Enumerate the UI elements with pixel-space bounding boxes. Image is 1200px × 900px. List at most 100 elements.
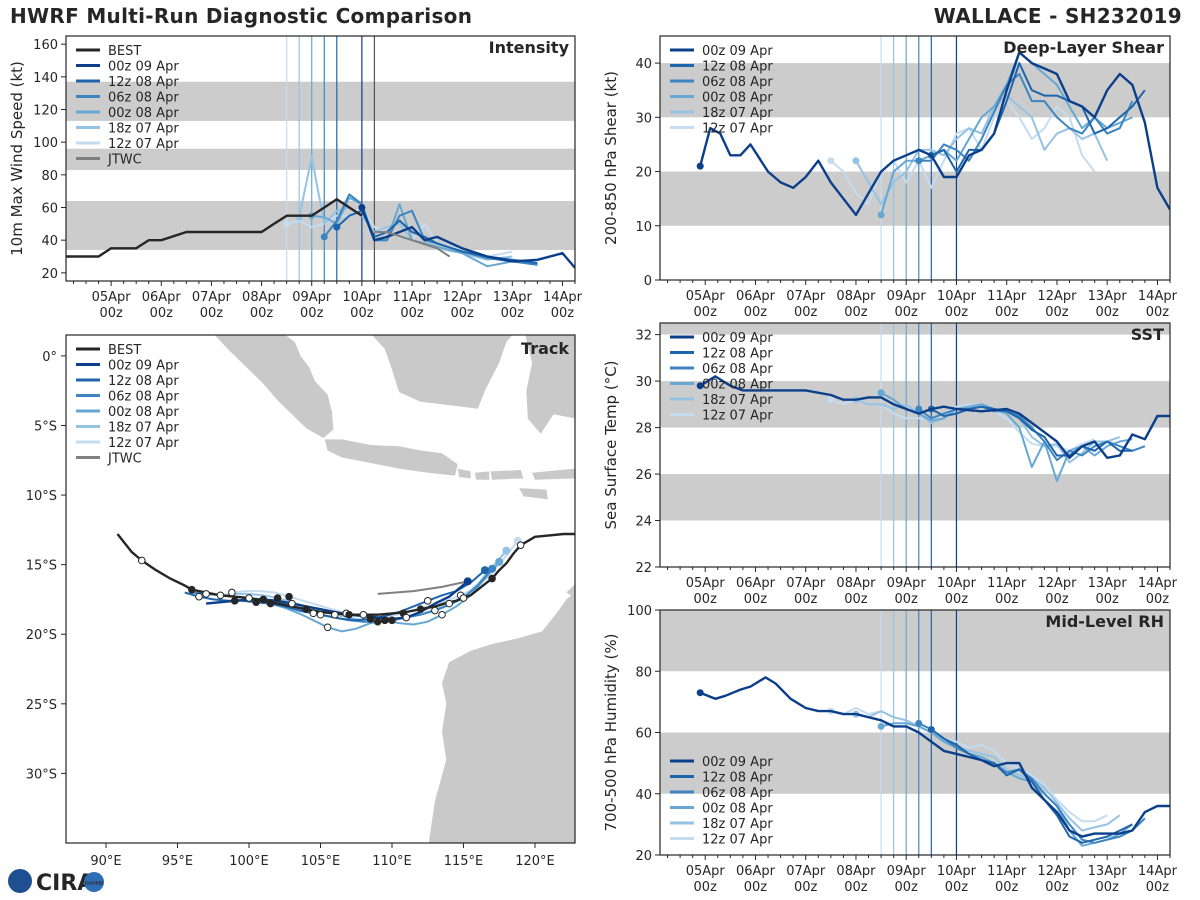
y-tick-label: 30°S [26, 767, 57, 782]
x-tick-label: 13Apr [1088, 864, 1128, 879]
x-tick-label: 00z [694, 880, 718, 895]
x-tick-label: 00z [794, 880, 818, 895]
sst-plot-area [660, 323, 1170, 567]
sst-title: SST [1131, 325, 1164, 344]
track-position-marker [516, 541, 525, 549]
x-tick-label: 00z [794, 305, 818, 320]
java-land [324, 439, 458, 476]
track-position-marker [366, 615, 375, 623]
x-tick-label: 00z [844, 305, 868, 320]
y-tick-label: 32 [635, 329, 652, 344]
series-start-marker [915, 405, 923, 413]
track-position-marker [273, 594, 282, 602]
x-tick-label: 00z [995, 880, 1019, 895]
x-tick-label: 105°E [301, 854, 341, 869]
x-tick-label: 100°E [229, 854, 269, 869]
x-tick-label: 09Apr [887, 289, 927, 304]
y-tick-label: 22 [635, 561, 652, 576]
legend-label: 00z 09 Apr [108, 60, 179, 75]
series-line-00z-08-apr [311, 196, 538, 268]
series-start-marker [358, 204, 366, 211]
series-line-00z-09-apr [699, 375, 1170, 459]
y-tick-label: 20 [635, 849, 652, 864]
legend-label: 12z 07 Apr [702, 122, 773, 137]
x-tick-label: 14Apr [1138, 289, 1178, 304]
x-tick-label: 00z [1146, 305, 1170, 320]
x-tick-label: 115°E [444, 854, 484, 869]
track-position-marker [216, 591, 225, 600]
x-tick-label: 00z [744, 592, 768, 607]
track-title: Track [521, 339, 569, 358]
track-line-best [116, 532, 575, 616]
series-start-marker [852, 157, 860, 165]
legend-label: 00z 09 Apr [108, 359, 179, 374]
x-tick-label: 00z [995, 592, 1019, 607]
legend-label: BEST [108, 343, 141, 358]
x-tick-label: 07Apr [786, 576, 826, 591]
track-position-marker [228, 588, 236, 597]
y-tick-label: 20 [41, 267, 58, 282]
x-tick-label: 00z [995, 305, 1019, 320]
track-position-marker [195, 592, 203, 601]
y-tick-label: 24 [635, 515, 652, 530]
x-tick-label: 07Apr [786, 864, 826, 879]
threshold-band [660, 732, 1170, 794]
sst-ylabel: Sea Surface Temp (°C) [602, 360, 620, 529]
x-tick-label: 07Apr [192, 290, 232, 305]
track-position-marker [459, 594, 468, 602]
y-tick-label: 160 [33, 38, 58, 53]
legend-label: 18z 07 Apr [108, 421, 179, 436]
track-position-marker [381, 616, 389, 625]
shear-title: Deep-Layer Shear [1003, 38, 1164, 57]
y-tick-label: 140 [33, 71, 58, 86]
x-tick-label: 14Apr [1138, 864, 1178, 879]
kimberley-land [566, 584, 575, 599]
legend-label: 12z 07 Apr [108, 137, 179, 152]
series-start-marker [827, 157, 835, 165]
legend-label: 06z 08 Apr [702, 75, 773, 90]
series-line-06z-08-apr [918, 73, 1134, 162]
x-tick-label: 11Apr [987, 289, 1027, 304]
track-position-marker [416, 605, 425, 613]
legend-label: 12z 08 Apr [108, 75, 179, 90]
x-tick-label: 00z [200, 306, 224, 321]
x-tick-label: 11Apr [392, 290, 432, 305]
track-position-marker [252, 598, 260, 607]
y-tick-label: 25°S [26, 698, 57, 713]
x-tick-label: 10Apr [937, 289, 977, 304]
series-start-marker [333, 223, 341, 231]
legend-label: 00z 09 Apr [702, 44, 773, 59]
intensity-title: Intensity [489, 38, 570, 57]
x-tick-label: 00z [945, 880, 969, 895]
y-tick-label: 40 [41, 234, 58, 249]
x-tick-label: 90°E [90, 854, 121, 869]
storm-name: WALLACE - SH232019 [933, 4, 1182, 28]
legend-label: 18z 07 Apr [108, 122, 179, 137]
x-tick-label: 12Apr [1037, 576, 1077, 591]
legend-label: 06z 08 Apr [108, 390, 179, 405]
legend-label: 00z 08 Apr [108, 405, 179, 420]
y-tick-label: 30 [635, 111, 652, 126]
series-line-00z-09-apr [699, 676, 1170, 838]
series-start-marker [320, 233, 328, 241]
legend-label: 12z 08 Apr [702, 771, 773, 786]
sumatra-land [214, 335, 334, 438]
shear-plot-area [660, 36, 1170, 280]
x-tick-label: 06Apr [142, 290, 182, 305]
legend-label: 12z 07 Apr [108, 436, 179, 451]
threshold-band [66, 148, 575, 170]
x-tick-label: 00z [1045, 305, 1069, 320]
x-tick-label: 12Apr [1037, 289, 1077, 304]
x-tick-label: 06Apr [736, 864, 776, 879]
bali-land [457, 468, 471, 479]
legend-label: 18z 07 Apr [702, 817, 773, 832]
threshold-band [66, 81, 575, 121]
x-tick-label: 00z [400, 306, 424, 321]
sulawesi-land [525, 335, 575, 434]
track-position-marker [330, 610, 339, 619]
x-tick-label: 06Apr [736, 289, 776, 304]
series-line-12z-07-apr [830, 100, 1096, 206]
x-tick-label: 05Apr [686, 576, 726, 591]
x-tick-label: 00z [1045, 880, 1069, 895]
series-start-marker [877, 722, 885, 730]
